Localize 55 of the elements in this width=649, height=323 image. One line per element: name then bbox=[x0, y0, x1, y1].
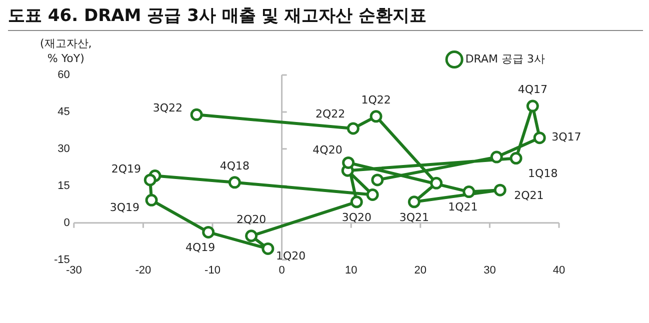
x-tick-label: 20 bbox=[414, 264, 427, 276]
x-tick-label: 0 bbox=[278, 264, 285, 276]
point bbox=[526, 100, 539, 112]
y-tick-label: -15 bbox=[54, 254, 70, 266]
annotation: 3Q20 bbox=[342, 210, 372, 224]
point bbox=[144, 174, 156, 186]
point bbox=[494, 184, 506, 196]
annotation: 1Q21 bbox=[448, 200, 478, 214]
point bbox=[228, 176, 241, 189]
y-tick-label: 15 bbox=[58, 180, 70, 192]
point bbox=[408, 196, 420, 208]
annotation: 4Q19 bbox=[186, 241, 216, 254]
point bbox=[202, 226, 215, 238]
annotation: 1Q22 bbox=[361, 93, 391, 106]
point bbox=[346, 122, 360, 135]
chart-title: 도표 46. DRAM 공급 3사 매출 및 재고자산 순환지표 bbox=[8, 5, 427, 27]
x-tick-label: -20 bbox=[135, 264, 152, 276]
point bbox=[490, 150, 503, 164]
x-tick-label: -30 bbox=[66, 264, 82, 276]
x-tick-label: 10 bbox=[344, 264, 358, 276]
annotation: 1Q20 bbox=[276, 250, 306, 263]
point bbox=[533, 132, 546, 144]
point bbox=[262, 242, 274, 255]
x-tick-label: 40 bbox=[552, 264, 566, 276]
annotation: 2Q20 bbox=[236, 212, 266, 226]
annotation: 2Q22 bbox=[316, 107, 346, 120]
annotation: 4Q17 bbox=[518, 82, 548, 96]
point bbox=[370, 110, 382, 123]
annotation: 3Q17 bbox=[552, 130, 582, 144]
annotation: 3Q22 bbox=[152, 102, 183, 115]
annotation: 2Q21 bbox=[514, 188, 544, 202]
annotation: 3Q19 bbox=[110, 201, 140, 214]
y-tick-label: 60 bbox=[58, 69, 70, 82]
point bbox=[510, 152, 522, 165]
point bbox=[462, 186, 476, 198]
y-axis-title: (재고자산, % YoY) bbox=[40, 36, 92, 66]
point bbox=[371, 174, 384, 186]
annotation: 2Q19 bbox=[111, 162, 141, 176]
y-tick-label: 45 bbox=[58, 106, 70, 118]
y-tick-label: 30 bbox=[58, 142, 70, 155]
x-tick-label: 30 bbox=[484, 264, 496, 276]
point bbox=[350, 196, 363, 208]
annotation: 1Q18 bbox=[528, 167, 558, 180]
point bbox=[430, 176, 443, 190]
annotation: 4Q18 bbox=[220, 159, 250, 172]
annotation: 3Q21 bbox=[399, 210, 429, 224]
point bbox=[145, 194, 158, 206]
x-tick-label: -10 bbox=[204, 264, 220, 276]
point bbox=[190, 108, 203, 121]
legend-label: DRAM 공급 3사 bbox=[465, 52, 546, 66]
point bbox=[342, 156, 355, 169]
y-tick-label: 0 bbox=[64, 216, 70, 229]
annotation: 4Q20 bbox=[312, 144, 342, 157]
point bbox=[245, 230, 258, 242]
point bbox=[366, 188, 379, 201]
